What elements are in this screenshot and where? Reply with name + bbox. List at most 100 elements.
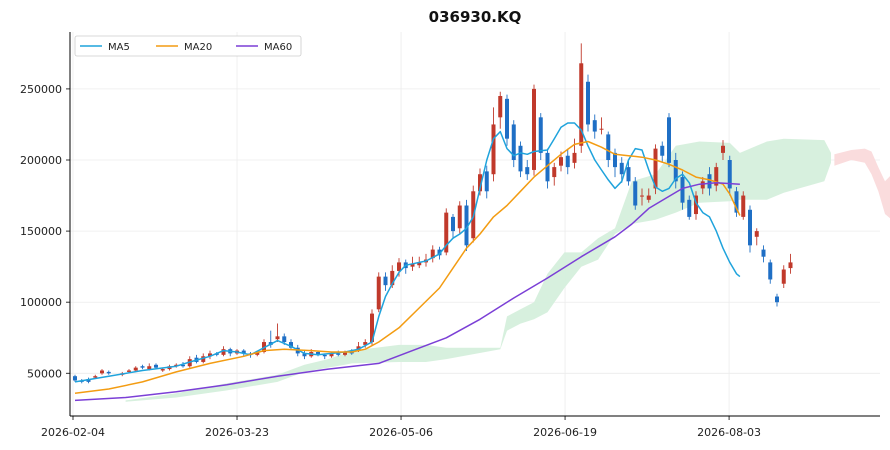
legend-box: [74, 35, 302, 57]
candle-down: [538, 113, 543, 160]
candle-body: [640, 195, 644, 197]
legend-label: MA5: [108, 42, 130, 53]
candle-body: [619, 162, 624, 175]
candle-body: [376, 276, 381, 310]
candle-down: [505, 94, 509, 146]
candle-body: [457, 205, 462, 229]
legend-item-ma60: MA60: [236, 42, 292, 53]
candle-body: [390, 270, 395, 286]
candle-body: [660, 145, 665, 156]
candle-down: [511, 120, 516, 168]
candle-body: [154, 364, 158, 368]
candle-body: [147, 366, 152, 370]
candle-body: [687, 199, 692, 217]
candle-down: [748, 205, 752, 253]
candle-body: [653, 148, 658, 189]
candle-up: [700, 177, 705, 195]
candle-body: [579, 63, 584, 146]
candle-down: [586, 74, 590, 132]
candle-body: [525, 167, 530, 175]
candle-body: [255, 352, 260, 355]
candle-body: [289, 342, 293, 348]
candle-body: [754, 231, 759, 237]
candle-body: [606, 134, 611, 160]
candle-body: [532, 88, 536, 170]
candle-down: [592, 114, 597, 139]
candle-down: [687, 195, 692, 220]
candle-body: [410, 263, 415, 267]
candle-body: [741, 195, 746, 217]
candle-up: [754, 228, 759, 246]
candle-body: [673, 160, 678, 182]
candle-body: [626, 167, 631, 182]
candle-layer: [73, 43, 793, 384]
candle-up: [532, 84, 536, 176]
candle-body: [201, 356, 206, 362]
candle-down: [606, 131, 611, 168]
candle-body: [484, 171, 489, 192]
candle-up: [781, 265, 786, 288]
cloud-bearish-area: [834, 148, 890, 219]
candle-body: [451, 216, 455, 232]
candle-body: [478, 174, 482, 192]
candle-up: [370, 309, 374, 345]
candle-body: [100, 370, 104, 374]
candle-down: [680, 171, 685, 210]
candle-down: [734, 187, 739, 217]
candle-down: [727, 155, 732, 196]
candle-body: [464, 205, 469, 246]
candle-body: [788, 262, 793, 269]
candle-body: [275, 336, 280, 340]
candle-body: [700, 181, 705, 189]
candle-down: [633, 177, 638, 210]
candle-down: [626, 160, 631, 186]
candle-body: [586, 81, 590, 125]
y-tick-label: 200000: [20, 154, 62, 167]
candle-body: [140, 366, 145, 368]
candle-body: [538, 117, 543, 153]
candle-body: [322, 354, 327, 357]
candle-up: [275, 323, 280, 343]
candle-body: [511, 124, 516, 160]
series-line-ma5: [74, 122, 741, 383]
candle-body: [707, 174, 712, 189]
candle-body: [552, 167, 557, 178]
candle-down: [289, 339, 293, 350]
candle-down: [613, 148, 617, 178]
candle-body: [329, 353, 334, 357]
candle-body: [714, 167, 719, 186]
candle-body: [633, 181, 638, 206]
series-line-ma20: [74, 140, 741, 394]
candle-body: [734, 191, 739, 213]
candle-body: [93, 376, 98, 378]
candle-up: [444, 208, 449, 256]
candle-body: [565, 155, 570, 168]
candle-body: [667, 117, 671, 163]
series-line-ma60: [74, 182, 740, 402]
y-tick-label: 150000: [20, 225, 62, 238]
candle-body: [572, 152, 577, 163]
x-tick-label: 2026-05-06: [369, 426, 433, 439]
candle-down: [106, 370, 111, 375]
candle-up: [640, 188, 644, 206]
candle-body: [518, 145, 523, 172]
candle-body: [775, 296, 779, 303]
x-tick-label: 2026-08-03: [697, 426, 761, 439]
candle-body: [680, 177, 685, 203]
candle-body: [417, 262, 422, 266]
moving-average-layer: [74, 122, 741, 402]
candle-down: [775, 293, 779, 307]
candle-up: [491, 107, 496, 182]
candle-body: [160, 369, 165, 371]
candle-down: [761, 245, 766, 263]
candle-up: [208, 350, 212, 360]
candle-body: [646, 195, 651, 200]
candle-body: [383, 276, 388, 286]
legend-item-ma20: MA20: [156, 42, 212, 53]
ichimoku-cloud-layer: [125, 138, 890, 402]
candle-body: [505, 98, 509, 139]
candle-body: [545, 152, 550, 182]
candle-body: [727, 160, 732, 189]
candle-down: [73, 374, 77, 382]
